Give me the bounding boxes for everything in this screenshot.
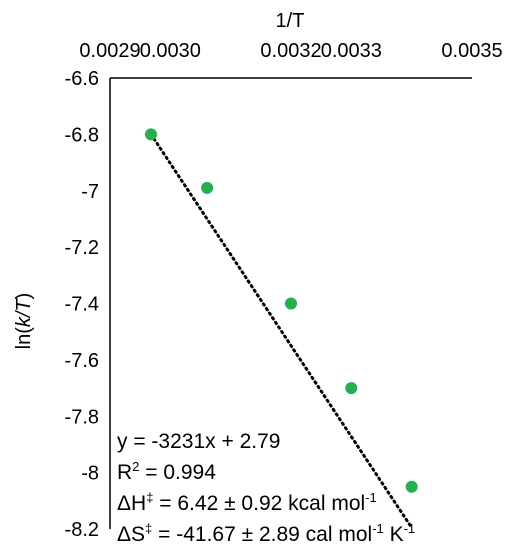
y-tick-label: -7.6	[65, 350, 99, 372]
enthalpy-label: ΔH‡ = 6.42 ± 0.92 kcal mol-1	[117, 490, 377, 515]
y-axis-title: ln(k/T)	[13, 293, 35, 350]
x-tick-labels: 0.0029 0.0030 0.0032 0.0033 0.0035	[79, 40, 502, 62]
data-point	[285, 298, 297, 310]
regression-annotations: y = -3231x + 2.79 R2 = 0.994 ΔH‡ = 6.42 …	[117, 430, 415, 546]
y-tick-label: -7.2	[65, 237, 99, 259]
y-tick-labels: -6.6 -6.8 -7 -7.2 -7.4 -7.6 -7.8 -8 -8.2	[65, 68, 99, 541]
y-tick-label: -7.4	[65, 294, 99, 316]
y-tick-label: -6.6	[65, 68, 99, 90]
y-tick-label: -8.2	[65, 519, 99, 541]
data-point	[406, 481, 418, 493]
x-tick-label: 0.0035	[441, 40, 502, 62]
data-point	[145, 128, 157, 140]
y-tick-label: -7.8	[65, 406, 99, 428]
y-tick-label: -7	[81, 181, 99, 203]
data-point	[201, 182, 213, 194]
data-point	[345, 382, 357, 394]
y-tick-label: -8	[81, 463, 99, 485]
entropy-label: ΔS‡ = -41.67 ± 2.89 cal mol-1 K-1	[117, 521, 415, 546]
x-tick-label: 0.0030	[140, 40, 201, 62]
x-tick-label: 0.0033	[321, 40, 382, 62]
y-tick-label: -6.8	[65, 124, 99, 146]
r2-label: R2 = 0.994	[117, 459, 216, 484]
x-tick-label: 0.0029	[79, 40, 140, 62]
x-tick-label: 0.0032	[260, 40, 321, 62]
equation-label: y = -3231x + 2.79	[117, 430, 280, 453]
x-axis-title: 1/T	[276, 10, 305, 32]
